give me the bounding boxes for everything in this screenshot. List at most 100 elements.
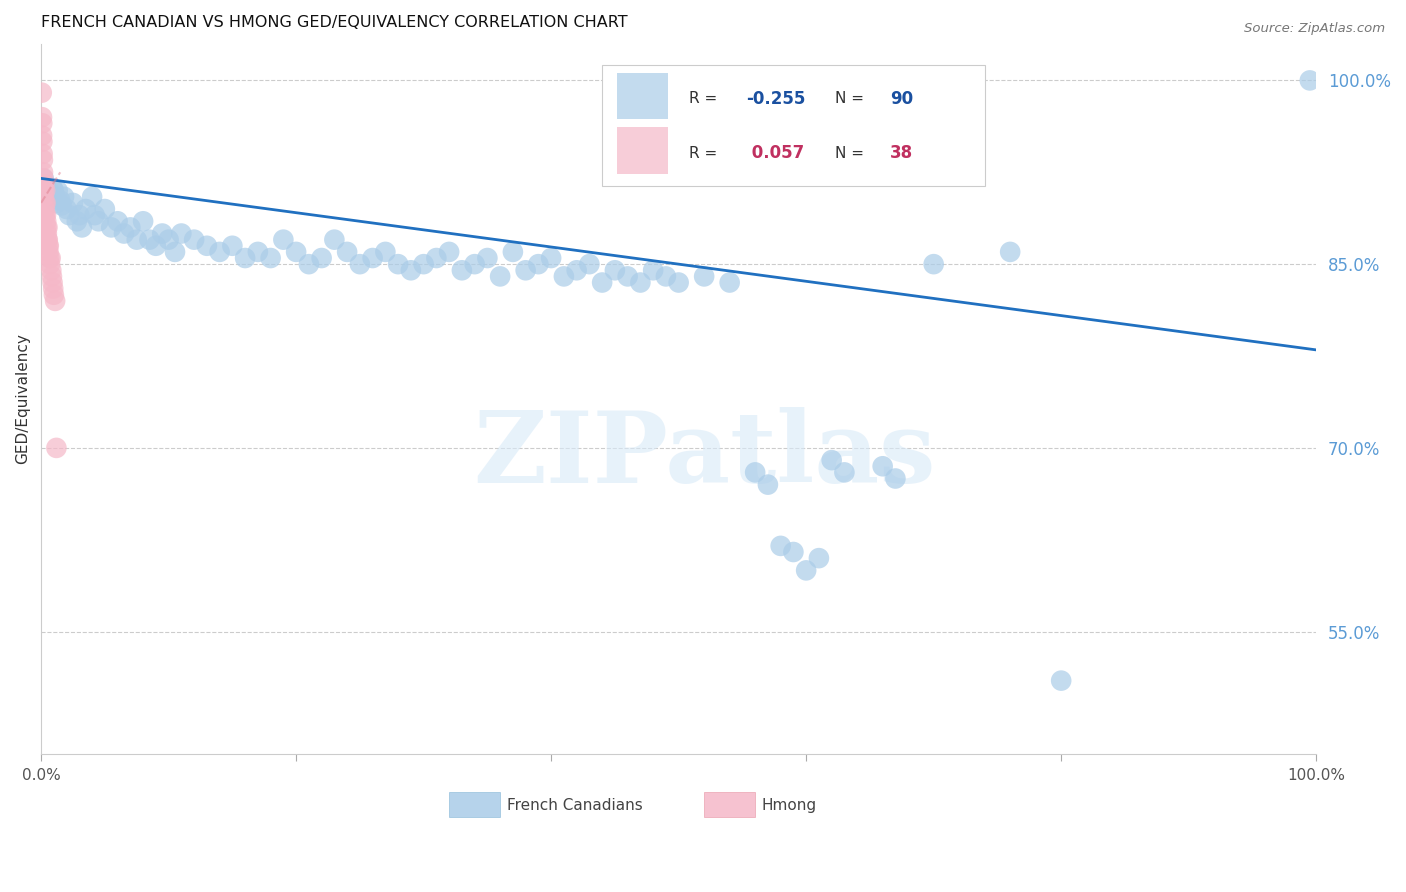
Point (34, 202, 56, 216)
Point (756, 477, 779, 491)
FancyBboxPatch shape (602, 65, 984, 186)
Point (37, 233, 59, 247)
Point (100, 220, 122, 235)
Point (44, 293, 66, 308)
Point (42, 287, 65, 301)
Point (693, 269, 716, 284)
Point (39, 251, 62, 265)
Point (565, 263, 588, 277)
Point (45, 441, 67, 455)
Point (998, 244, 1021, 259)
Point (37, 233, 59, 247)
Point (259, 251, 281, 265)
Point (311, 251, 333, 265)
Point (578, 257, 600, 271)
Point (527, 257, 550, 271)
Point (31, 147, 53, 161)
Point (32, 184, 55, 198)
Point (336, 244, 359, 259)
Point (38, 251, 60, 265)
Point (37, 184, 59, 198)
Point (233, 251, 256, 265)
Point (45, 195, 67, 210)
Point (32, 165, 55, 179)
Point (32, 178, 55, 192)
Point (718, 276, 741, 290)
Point (361, 251, 384, 265)
Point (41, 269, 63, 284)
Point (1299, 73, 1322, 87)
Point (75, 202, 97, 216)
Point (31, 116, 53, 130)
Point (87, 214, 110, 228)
Point (49, 194, 72, 208)
Point (120, 220, 142, 235)
Text: 0.057: 0.057 (747, 145, 804, 162)
Point (655, 269, 678, 284)
Point (163, 244, 186, 259)
Point (39, 186, 62, 200)
Text: French Canadians: French Canadians (506, 797, 643, 813)
Point (67, 208, 90, 222)
Point (489, 269, 512, 284)
Point (34, 178, 56, 192)
Point (437, 244, 460, 259)
Point (38, 239, 60, 253)
Point (821, 453, 844, 467)
Point (807, 551, 830, 566)
Point (208, 244, 231, 259)
Point (62, 195, 84, 210)
Point (32, 171, 55, 186)
Point (107, 214, 129, 228)
Point (35, 214, 58, 228)
Point (668, 276, 690, 290)
Point (553, 269, 575, 284)
FancyBboxPatch shape (449, 792, 501, 817)
FancyBboxPatch shape (704, 792, 755, 817)
Point (323, 233, 346, 247)
Point (37, 220, 59, 235)
Point (35, 227, 58, 241)
Point (1050, 673, 1073, 688)
Point (55, 202, 77, 216)
Point (82, 190, 104, 204)
Text: 90: 90 (890, 90, 914, 108)
Point (349, 257, 371, 271)
Point (425, 251, 447, 265)
Point (603, 263, 626, 277)
Point (399, 263, 422, 277)
Point (145, 239, 167, 253)
Point (46, 184, 69, 198)
Point (44, 190, 66, 204)
Point (70, 220, 93, 235)
Point (39, 257, 62, 271)
Point (834, 466, 856, 480)
FancyBboxPatch shape (617, 73, 668, 120)
Point (515, 263, 537, 277)
Point (643, 263, 665, 277)
Point (412, 257, 434, 271)
Point (42, 184, 65, 198)
Point (125, 233, 148, 247)
Point (31, 110, 53, 124)
Point (744, 466, 766, 480)
Point (34, 208, 56, 222)
Point (34, 184, 56, 198)
Point (285, 244, 308, 259)
Text: ZIPatlas: ZIPatlas (472, 408, 935, 504)
Point (39, 263, 62, 277)
Point (477, 251, 499, 265)
Point (387, 257, 409, 271)
Point (31, 128, 53, 143)
Point (53, 190, 76, 204)
Point (273, 233, 295, 247)
Point (794, 563, 817, 577)
Point (150, 227, 173, 241)
Text: N =: N = (835, 91, 869, 106)
Point (51, 198, 73, 212)
Text: N =: N = (835, 145, 869, 161)
Text: 38: 38 (890, 145, 914, 162)
Point (34, 195, 56, 210)
Point (58, 208, 80, 222)
Point (451, 263, 474, 277)
